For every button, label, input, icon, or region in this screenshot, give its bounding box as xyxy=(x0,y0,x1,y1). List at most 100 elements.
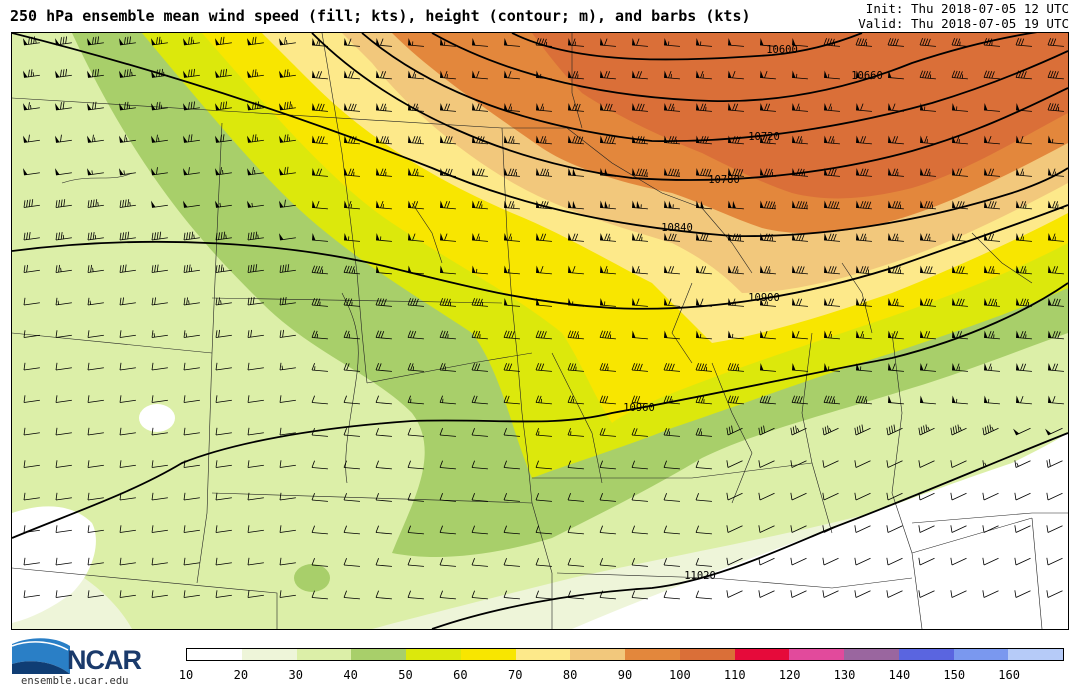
colorbar-swatch xyxy=(898,649,954,660)
wind-barb xyxy=(23,492,40,501)
wind-barb xyxy=(535,525,552,535)
wind-barb xyxy=(599,135,616,145)
wind-barb xyxy=(727,38,744,47)
wind-barb xyxy=(759,265,776,275)
wind-barb xyxy=(823,265,840,275)
wind-barb xyxy=(695,363,712,372)
wind-barb xyxy=(887,265,904,275)
wind-barb xyxy=(599,330,616,340)
wind-barb xyxy=(791,395,808,405)
wind-barb xyxy=(822,492,839,501)
wind-barb xyxy=(759,168,776,177)
wind-barb xyxy=(311,70,328,80)
wind-barb xyxy=(119,168,136,176)
wind-barb xyxy=(759,233,776,242)
wind-barb xyxy=(471,428,488,437)
wind-barb xyxy=(950,492,967,501)
wind-barb xyxy=(695,330,712,340)
wind-barb xyxy=(151,590,168,598)
wind-barb xyxy=(471,460,488,470)
wind-barb xyxy=(1047,168,1064,177)
wind-barb xyxy=(343,265,360,275)
wind-barb xyxy=(375,330,392,340)
wind-barb xyxy=(439,493,456,502)
wind-barb xyxy=(503,363,520,372)
wind-barb xyxy=(503,525,520,535)
wind-barb xyxy=(279,492,296,501)
wind-barb xyxy=(535,330,552,340)
wind-barb xyxy=(790,557,807,566)
wind-barb xyxy=(950,525,967,533)
wind-barb xyxy=(758,492,775,501)
wind-barb xyxy=(87,168,104,176)
wind-barb xyxy=(823,233,840,242)
wind-barb xyxy=(87,525,104,533)
wind-barb xyxy=(535,493,552,502)
wind-barb xyxy=(727,70,744,80)
wind-barb xyxy=(439,135,456,145)
wind-barb xyxy=(503,233,520,242)
wind-barb xyxy=(439,265,456,275)
wind-barb xyxy=(119,231,136,241)
wind-barb xyxy=(151,362,168,371)
wind-barb xyxy=(919,298,936,307)
height-contour-label: 10960 xyxy=(623,402,655,414)
wind-barb xyxy=(727,395,744,405)
wind-barb xyxy=(918,557,935,566)
wind-barb xyxy=(1047,233,1064,242)
wind-barb xyxy=(407,363,424,372)
wind-barb xyxy=(599,70,616,80)
wind-barb xyxy=(535,168,552,177)
wind-barb xyxy=(982,525,999,533)
wind-barb xyxy=(887,135,904,145)
wind-barb xyxy=(279,37,296,46)
wind-barb xyxy=(407,135,424,145)
wind-barb xyxy=(887,395,904,405)
wind-barb xyxy=(758,425,775,436)
wind-barb xyxy=(663,493,680,502)
wind-barb xyxy=(407,460,424,470)
wind-barb xyxy=(1015,363,1032,372)
wind-barb xyxy=(247,427,264,436)
height-contour-line xyxy=(431,432,1068,629)
wind-barb xyxy=(407,103,424,112)
wind-barb xyxy=(55,590,72,598)
wind-barb xyxy=(854,590,871,598)
wind-barb xyxy=(983,265,1000,275)
wind-barb xyxy=(983,168,1000,177)
wind-barb xyxy=(1015,330,1032,340)
wind-barb xyxy=(311,590,328,600)
wind-barb xyxy=(663,428,680,437)
wind-barb xyxy=(119,101,136,111)
wind-barb xyxy=(247,167,264,176)
wind-barb xyxy=(631,590,648,600)
wind-barb xyxy=(663,70,680,80)
wind-barb xyxy=(695,590,712,600)
wind-barb xyxy=(471,298,488,307)
wind-barb xyxy=(567,103,584,112)
wind-barb xyxy=(119,557,136,566)
wind-barb xyxy=(631,200,648,210)
wind-barb xyxy=(23,102,40,111)
wind-barb xyxy=(1015,298,1032,307)
wind-barb xyxy=(119,362,136,371)
wind-barb xyxy=(151,427,168,436)
colorbar-swatch xyxy=(515,649,571,660)
wind-barb xyxy=(247,492,264,501)
wind-barb xyxy=(55,68,72,78)
wind-barb xyxy=(1014,460,1031,468)
colorbar-swatch xyxy=(406,649,461,660)
colorbar-tick-label: 120 xyxy=(778,668,801,682)
wind-barb xyxy=(119,330,136,338)
wind-barb xyxy=(567,233,584,242)
wind-barb xyxy=(855,168,872,177)
colorbar-tick-label: 30 xyxy=(288,668,303,682)
colorbar-tick-label: 90 xyxy=(617,668,633,682)
wind-barb xyxy=(151,460,168,468)
wind-barb xyxy=(279,525,296,533)
wind-barb xyxy=(247,69,264,78)
height-contour-line xyxy=(12,33,1068,238)
wind-barb xyxy=(343,558,360,567)
wind-barb xyxy=(854,424,871,436)
wind-barb xyxy=(663,460,680,470)
